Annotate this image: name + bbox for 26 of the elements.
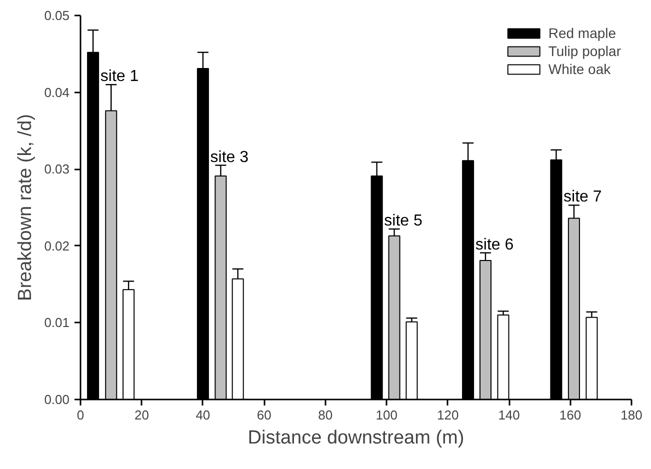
annotation: site 7	[564, 188, 602, 206]
x-tick-label: 20	[134, 408, 149, 422]
x-tick-label: 140	[498, 408, 520, 422]
x-tick-label: 60	[256, 408, 272, 422]
x-tick-label: 0	[76, 408, 84, 422]
legend-label: White oak	[548, 61, 611, 77]
y-tick-label: 0.02	[44, 238, 70, 254]
y-tick-label: 0.00	[44, 392, 70, 407]
x-tick-label: 160	[559, 408, 582, 422]
x-tick-label: 180	[620, 408, 642, 422]
x-tick-label: 40	[196, 408, 210, 422]
x-tick-label: 80	[318, 408, 333, 422]
y-tick-label: 0.05	[44, 8, 70, 23]
y-axis-title: Breakdown rate (k, /d)	[15, 114, 36, 301]
y-tick-label: 0.03	[44, 162, 70, 177]
y-tick-label: 0.04	[44, 84, 70, 100]
legend-label: Tulip poplar	[548, 43, 621, 59]
annotation: site 5	[384, 212, 423, 230]
annotation: site 6	[475, 236, 514, 254]
x-tick-label: 100	[376, 408, 398, 422]
x-tick-label: 120	[436, 408, 459, 422]
x-axis-title: Distance downstream (m)	[248, 428, 464, 448]
annotation: site 1	[100, 68, 139, 86]
y-tick-label: 0.01	[44, 315, 70, 330]
legend-label: Red maple	[548, 25, 616, 41]
annotation: site 3	[210, 148, 249, 166]
